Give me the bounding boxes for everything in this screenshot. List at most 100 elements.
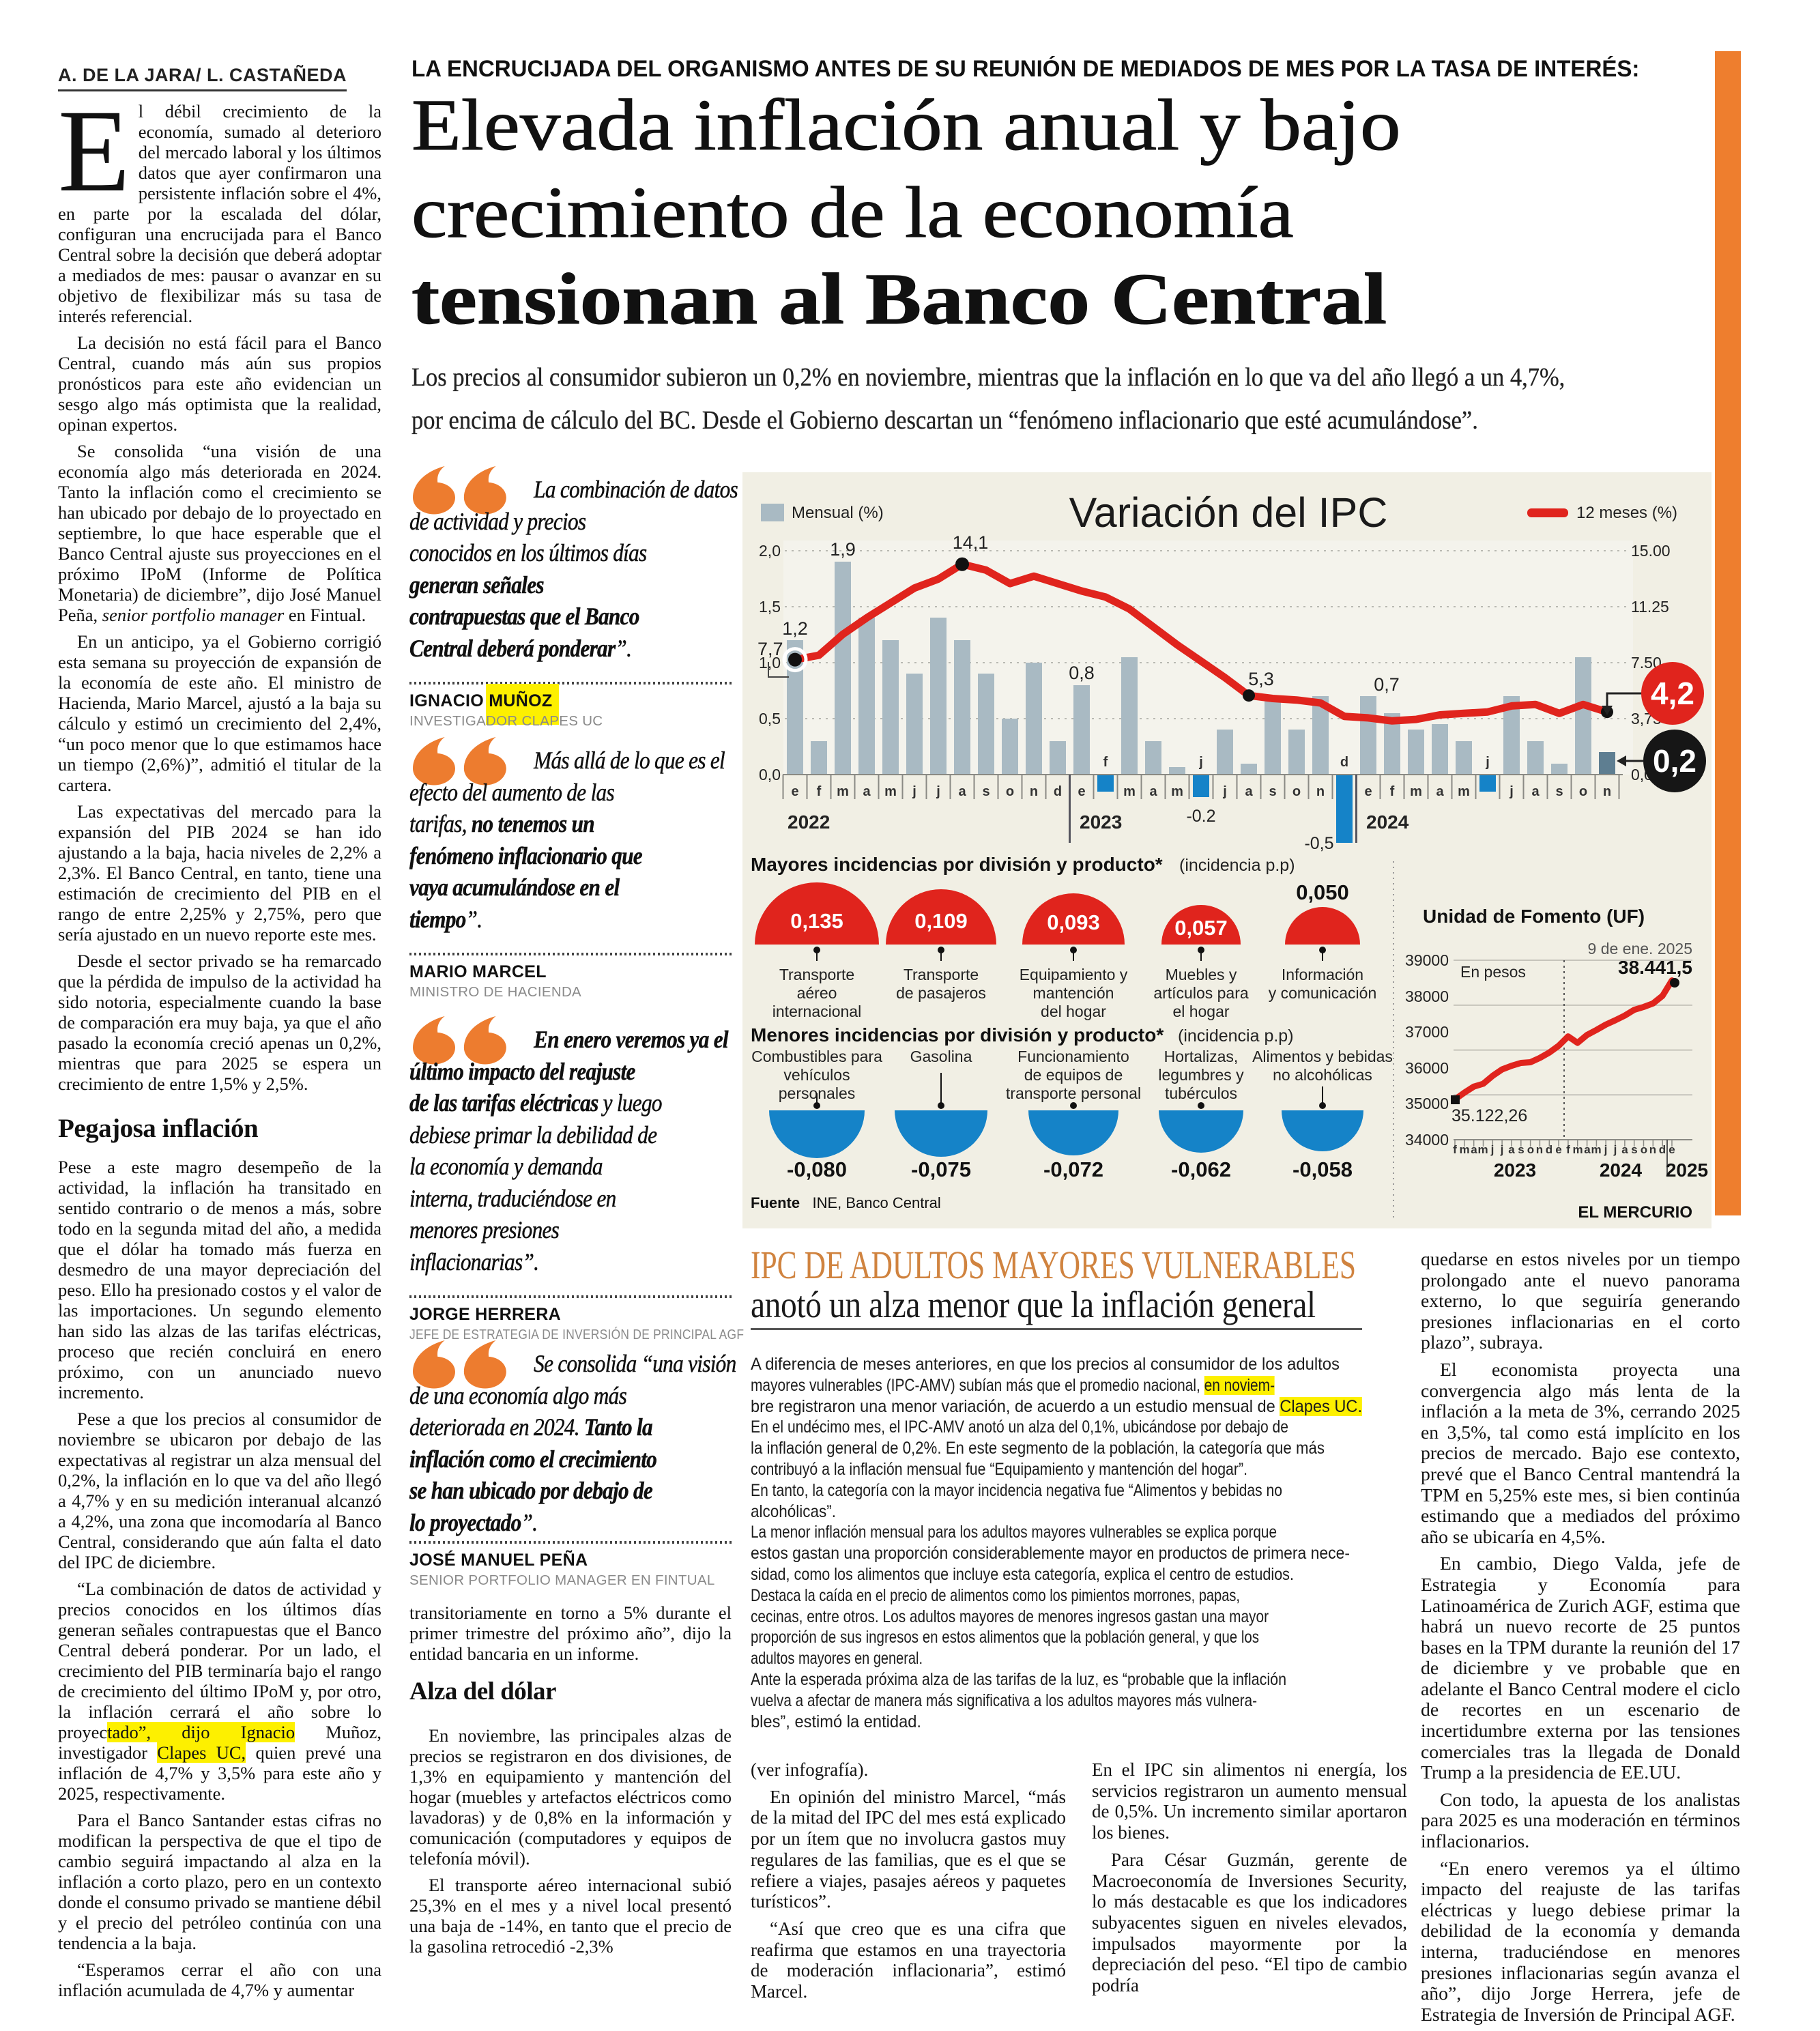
svg-text:Combustibles para: Combustibles para <box>751 1048 882 1065</box>
svg-text:f: f <box>1453 1143 1457 1156</box>
svg-text:m: m <box>1458 784 1470 799</box>
svg-text:internacional: internacional <box>772 1003 861 1020</box>
svg-text:n: n <box>1603 784 1611 799</box>
svg-text:j: j <box>1485 755 1490 770</box>
svg-text:o: o <box>1527 1143 1534 1156</box>
svg-text:-0,058: -0,058 <box>1292 1157 1353 1181</box>
svg-text:2023: 2023 <box>1494 1159 1536 1181</box>
svg-text:-0,5: -0,5 <box>1304 834 1333 853</box>
svg-text:m: m <box>837 784 849 799</box>
svg-text:Mayores incidencias por divisi: Mayores incidencias por división y produ… <box>751 854 1163 875</box>
svg-text:tubérculos: tubérculos <box>1165 1084 1237 1102</box>
svg-text:a: a <box>1245 784 1253 799</box>
svg-text:2025: 2025 <box>1666 1159 1708 1181</box>
svg-text:Mensual (%): Mensual (%) <box>792 504 884 522</box>
svg-text:Transporte: Transporte <box>779 966 854 983</box>
svg-text:Alimentos y bebidas: Alimentos y bebidas <box>1252 1048 1393 1065</box>
svg-text:a: a <box>1584 1143 1591 1156</box>
svg-text:(incidencia p.p): (incidencia p.p) <box>1178 1026 1294 1046</box>
svg-text:m: m <box>1591 1143 1601 1156</box>
svg-text:4,2: 4,2 <box>1651 676 1694 711</box>
svg-text:0,5: 0,5 <box>759 710 781 728</box>
svg-text:m: m <box>1123 784 1136 799</box>
svg-text:(incidencia p.p): (incidencia p.p) <box>1179 856 1295 875</box>
svg-text:Fuente INE, Banco Central: Fuente INE, Banco Central <box>751 1194 941 1211</box>
svg-text:0,135: 0,135 <box>790 909 843 933</box>
svg-text:Muebles y: Muebles y <box>1166 966 1237 983</box>
svg-text:m: m <box>1572 1143 1583 1156</box>
svg-text:0,8: 0,8 <box>1069 663 1095 683</box>
svg-text:2024: 2024 <box>1366 811 1409 833</box>
svg-text:a: a <box>1149 784 1157 799</box>
svg-text:0,7: 0,7 <box>1374 674 1400 695</box>
svg-text:e: e <box>1364 784 1372 799</box>
svg-text:Menores incidencias por divisi: Menores incidencias por división y produ… <box>751 1024 1164 1046</box>
svg-text:o: o <box>1292 784 1301 799</box>
svg-text:n: n <box>1649 1143 1656 1156</box>
svg-text:0,0: 0,0 <box>759 766 781 783</box>
svg-text:37000: 37000 <box>1405 1023 1449 1041</box>
svg-text:2023: 2023 <box>1080 811 1122 833</box>
svg-text:j: j <box>1490 1143 1494 1156</box>
svg-text:-0,062: -0,062 <box>1171 1157 1231 1181</box>
svg-text:9 de ene. 2025: 9 de ene. 2025 <box>1588 940 1692 957</box>
svg-text:vehículos: vehículos <box>783 1066 850 1084</box>
svg-text:y comunicación: y comunicación <box>1269 984 1377 1002</box>
svg-text:0,050: 0,050 <box>1296 880 1349 904</box>
svg-text:15.00: 15.00 <box>1631 542 1671 560</box>
svg-text:35000: 35000 <box>1405 1095 1449 1112</box>
svg-text:de pasajeros: de pasajeros <box>896 984 986 1002</box>
svg-text:-0.2: -0.2 <box>1186 807 1215 826</box>
svg-text:a: a <box>1471 1143 1477 1156</box>
svg-text:m: m <box>1459 1143 1469 1156</box>
svg-text:d: d <box>1340 755 1348 770</box>
svg-text:0,093: 0,093 <box>1047 910 1100 934</box>
svg-text:f: f <box>817 784 822 799</box>
svg-text:a: a <box>1436 784 1444 799</box>
svg-text:1,5: 1,5 <box>759 598 781 616</box>
svg-text:j: j <box>936 784 940 799</box>
svg-text:s: s <box>1518 1143 1524 1156</box>
svg-text:e: e <box>1078 784 1085 799</box>
svg-text:36000: 36000 <box>1405 1059 1449 1077</box>
svg-text:Equipamiento y: Equipamiento y <box>1020 966 1128 983</box>
svg-text:m: m <box>1477 1143 1488 1156</box>
svg-text:Variación del IPC: Variación del IPC <box>1069 489 1388 536</box>
svg-text:34000: 34000 <box>1405 1131 1449 1149</box>
svg-text:e: e <box>1555 1143 1561 1156</box>
svg-text:e: e <box>791 784 798 799</box>
svg-text:de equipos de: de equipos de <box>1024 1066 1123 1084</box>
svg-text:j: j <box>1198 755 1203 770</box>
svg-text:-0,075: -0,075 <box>911 1157 971 1181</box>
svg-text:Hortalizas,: Hortalizas, <box>1164 1048 1239 1065</box>
svg-text:m: m <box>884 784 897 799</box>
svg-text:e: e <box>1669 1143 1675 1156</box>
svg-text:f: f <box>1566 1143 1570 1156</box>
svg-text:m: m <box>1171 784 1183 799</box>
svg-text:a: a <box>863 784 871 799</box>
svg-text:38000: 38000 <box>1405 988 1449 1005</box>
svg-text:d: d <box>1659 1143 1666 1156</box>
svg-text:-0,072: -0,072 <box>1043 1157 1103 1181</box>
svg-text:o: o <box>1579 784 1587 799</box>
svg-text:s: s <box>1631 1143 1637 1156</box>
svg-text:a: a <box>958 784 966 799</box>
svg-text:j: j <box>1613 1143 1617 1156</box>
svg-text:0,057: 0,057 <box>1174 916 1228 940</box>
svg-text:d: d <box>1054 784 1062 799</box>
svg-text:no alcohólicas: no alcohólicas <box>1273 1066 1372 1084</box>
svg-text:legumbres y: legumbres y <box>1158 1066 1244 1084</box>
svg-text:39000: 39000 <box>1405 951 1449 969</box>
svg-text:1,0: 1,0 <box>759 654 781 672</box>
svg-text:a: a <box>1508 1143 1515 1156</box>
svg-text:j: j <box>1222 784 1227 799</box>
svg-text:transporte personal: transporte personal <box>1006 1084 1141 1102</box>
svg-text:f: f <box>1103 755 1108 770</box>
svg-text:0,109: 0,109 <box>914 909 968 933</box>
svg-text:En pesos: En pesos <box>1460 963 1526 981</box>
svg-text:-0,080: -0,080 <box>787 1157 847 1181</box>
svg-text:a: a <box>1621 1143 1628 1156</box>
svg-text:2,0: 2,0 <box>759 542 781 560</box>
svg-text:o: o <box>1641 1143 1647 1156</box>
svg-text:del hogar: del hogar <box>1041 1003 1106 1020</box>
